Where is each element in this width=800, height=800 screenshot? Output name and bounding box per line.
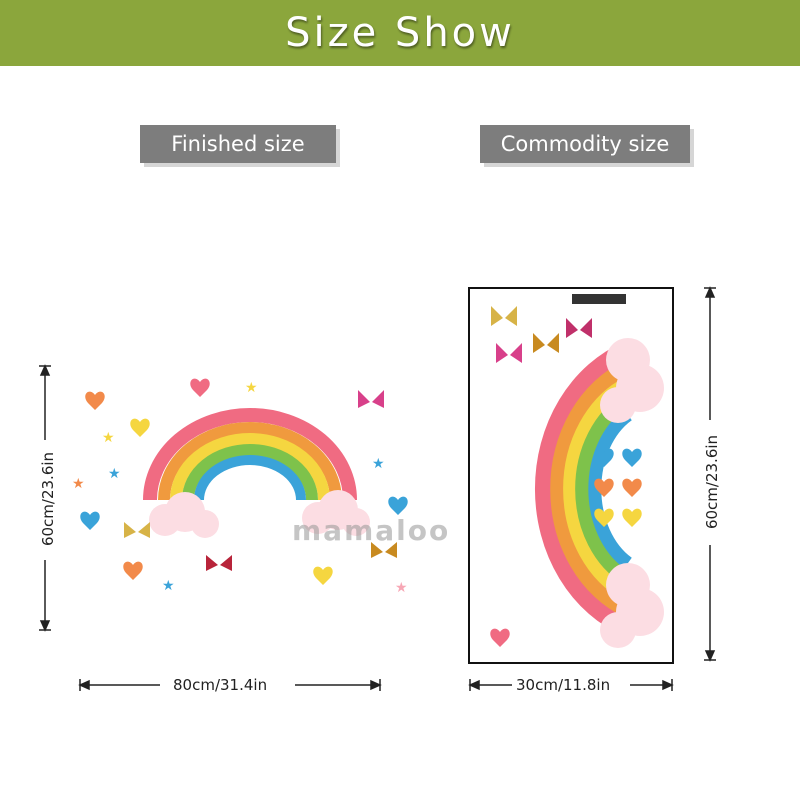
svg-text:★: ★ — [245, 380, 258, 396]
cloud-icon — [149, 490, 370, 538]
finished-size-label: Finished size — [140, 125, 336, 163]
finished-height-label: 60cm/23.6in — [39, 448, 58, 550]
commodity-height-label: 60cm/23.6in — [703, 431, 722, 533]
svg-text:★: ★ — [395, 580, 408, 596]
svg-text:★: ★ — [162, 578, 175, 594]
cloud-icon — [600, 338, 664, 648]
barcode-icon — [572, 294, 626, 304]
finished-width-label: 80cm/31.4in — [170, 676, 271, 694]
heart-icon — [490, 448, 642, 647]
finished-height-dimension — [39, 364, 51, 632]
star-icon: ★ ★ ★ ★ ★ ★ ★ — [72, 380, 408, 596]
watermark-text: mamaloo — [292, 514, 451, 547]
finished-rainbow — [143, 408, 357, 501]
commodity-width-label: 30cm/11.8in — [513, 676, 614, 694]
svg-text:★: ★ — [102, 430, 115, 446]
commodity-width-dimension — [468, 679, 674, 691]
svg-text:★: ★ — [72, 476, 85, 492]
svg-text:★: ★ — [372, 456, 385, 472]
butterfly-icon — [491, 306, 592, 363]
commodity-height-dimension — [704, 286, 716, 662]
svg-text:★: ★ — [108, 466, 121, 482]
butterfly-icon — [124, 390, 397, 571]
commodity-size-label: Commodity size — [480, 125, 690, 163]
finished-width-dimension — [78, 679, 382, 691]
banner-title: Size Show — [285, 10, 515, 56]
heart-icon — [80, 378, 408, 585]
header-banner: Size Show — [0, 0, 800, 66]
